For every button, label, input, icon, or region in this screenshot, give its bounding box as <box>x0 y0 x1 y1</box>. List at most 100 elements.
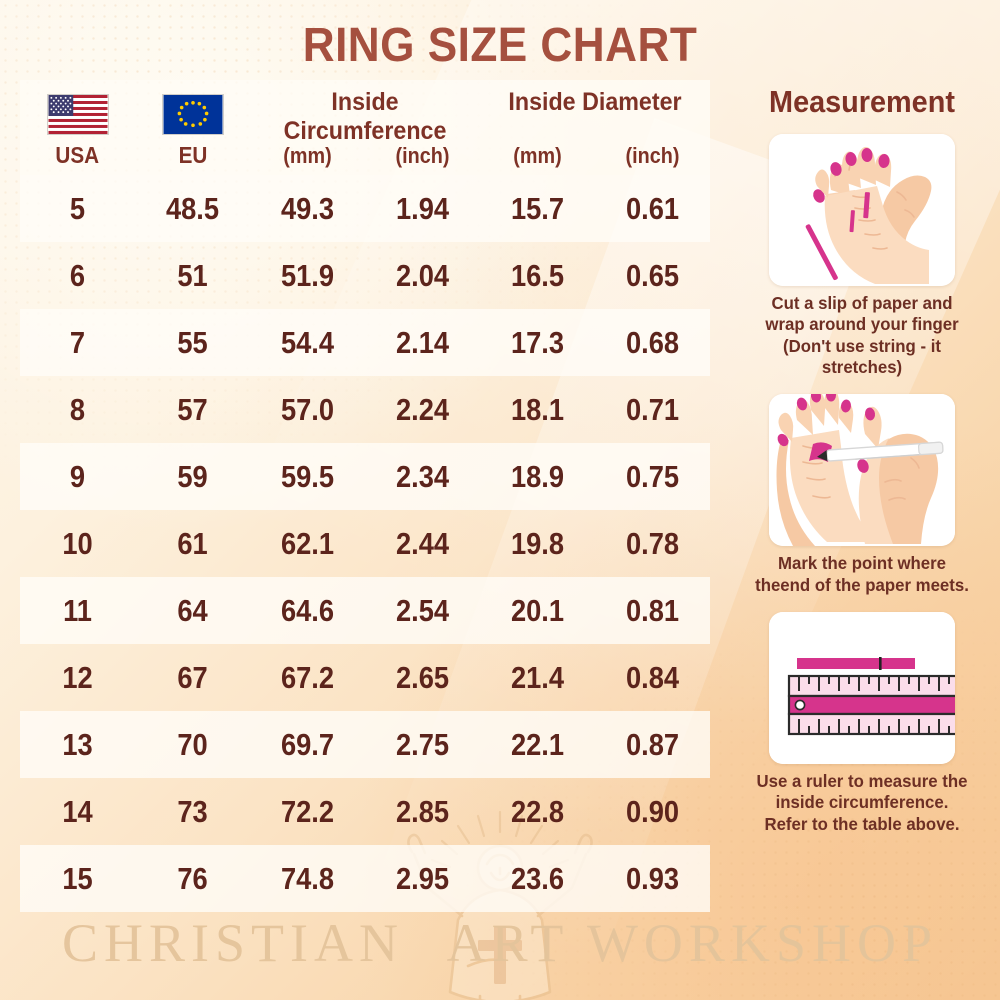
page-title: RING SIZE CHART <box>302 19 698 72</box>
cell-diam-inch: 0.81 <box>625 592 680 628</box>
cell-diam-mm: 22.8 <box>510 793 565 829</box>
cell-diam-inch: 0.71 <box>625 391 680 427</box>
cell-diam-inch: 0.93 <box>625 860 680 896</box>
cell-usa: 9 <box>69 458 86 494</box>
ruler-measuring-paper-illustration <box>769 612 955 765</box>
cell-circ-mm: 54.4 <box>280 324 335 360</box>
cell-diam-inch: 0.75 <box>625 458 680 494</box>
header-circumference-mm: (mm) <box>283 143 332 168</box>
cell-diam-inch: 0.78 <box>625 525 680 561</box>
cell-usa: 13 <box>62 726 93 762</box>
caption-line: theend of the paper meets. <box>755 574 969 595</box>
measurement-title: Measurement <box>769 84 955 119</box>
cell-diam-mm: 18.1 <box>510 391 565 427</box>
caption-line: Refer to the table above. <box>764 813 960 834</box>
header-eu: EU <box>135 94 250 169</box>
eu-flag-icon <box>161 94 224 135</box>
cell-usa: 6 <box>69 257 86 293</box>
cell-usa: 14 <box>62 793 93 829</box>
caption-line: (Don't use string - it stretches) <box>782 335 941 378</box>
cell-circ-inch: 1.94 <box>395 190 450 226</box>
cell-diam-mm: 21.4 <box>510 659 565 695</box>
cell-diam-inch: 0.90 <box>625 793 680 829</box>
cell-usa: 7 <box>69 324 86 360</box>
header-eu-label: EU <box>178 142 207 168</box>
cell-circ-inch: 2.24 <box>395 391 450 427</box>
table-row: 6 51 51.9 2.04 16.5 0.65 <box>20 242 710 309</box>
cell-diam-mm: 18.9 <box>510 458 565 494</box>
cell-diam-mm: 22.1 <box>510 726 565 762</box>
cell-eu: 57 <box>177 391 208 427</box>
header-diameter-inch: (inch) <box>625 143 680 168</box>
table-row: 10 61 62.1 2.44 19.8 0.78 <box>20 510 710 577</box>
cell-circ-mm: 67.2 <box>280 659 335 695</box>
header-usa-label: USA <box>55 142 100 168</box>
table-row: 9 59 59.5 2.34 18.9 0.75 <box>20 443 710 510</box>
cell-usa: 10 <box>62 525 93 561</box>
cell-circ-inch: 2.54 <box>395 592 450 628</box>
cell-diam-mm: 17.3 <box>510 324 565 360</box>
table-row: 13 70 69.7 2.75 22.1 0.87 <box>20 711 710 778</box>
table-row: 7 55 54.4 2.14 17.3 0.68 <box>20 309 710 376</box>
cell-circ-mm: 74.8 <box>280 860 335 896</box>
cell-circ-inch: 2.85 <box>395 793 450 829</box>
measurement-step-1: Cut a slip of paper and wrap around your… <box>728 134 996 378</box>
cell-diam-mm: 20.1 <box>510 592 565 628</box>
cell-circ-mm: 49.3 <box>280 190 335 226</box>
cell-circ-mm: 72.2 <box>280 793 335 829</box>
cell-circ-mm: 64.6 <box>280 592 335 628</box>
caption-line: wrap around your finger <box>765 314 959 335</box>
cell-circ-mm: 62.1 <box>280 525 335 561</box>
cell-diam-mm: 15.7 <box>510 190 565 226</box>
cell-circ-inch: 2.75 <box>395 726 450 762</box>
table-row: 15 76 74.8 2.95 23.6 0.93 <box>20 845 710 912</box>
cell-circ-inch: 2.34 <box>395 458 450 494</box>
cell-eu: 51 <box>177 257 208 293</box>
cell-eu: 73 <box>177 793 208 829</box>
header-circumference-inch: (inch) <box>395 143 450 168</box>
cell-diam-inch: 0.87 <box>625 726 680 762</box>
cell-circ-mm: 51.9 <box>280 257 335 293</box>
caption-line: Use a ruler to measure the <box>756 771 968 792</box>
cell-diam-inch: 0.65 <box>625 257 680 293</box>
cell-usa: 8 <box>69 391 86 427</box>
table-row: 8 57 57.0 2.24 18.1 0.71 <box>20 376 710 443</box>
caption-line: inside circumference. <box>775 792 949 813</box>
measurement-step-1-caption: Cut a slip of paper and wrap around your… <box>741 293 983 378</box>
cell-eu: 59 <box>177 458 208 494</box>
ring-size-table: USA <box>20 80 710 912</box>
cell-circ-mm: 59.5 <box>280 458 335 494</box>
cell-usa: 5 <box>69 190 86 226</box>
table-row: 11 64 64.6 2.54 20.1 0.81 <box>20 577 710 644</box>
hand-with-paper-slip-illustration <box>769 134 955 286</box>
measurement-step-3: Use a ruler to measure the inside circum… <box>728 612 996 835</box>
cell-circ-inch: 2.14 <box>395 324 450 360</box>
cell-eu: 61 <box>177 525 208 561</box>
measurement-panel: Measurement <box>728 84 996 851</box>
cell-eu: 48.5 <box>165 190 220 226</box>
cell-eu: 70 <box>177 726 208 762</box>
caption-line: Mark the point where <box>777 553 947 574</box>
cell-circ-inch: 2.44 <box>395 525 450 561</box>
header-usa: USA <box>20 94 135 169</box>
cell-circ-inch: 2.04 <box>395 257 450 293</box>
cell-eu: 67 <box>177 659 208 695</box>
table-row: 12 67 67.2 2.65 21.4 0.84 <box>20 644 710 711</box>
cell-circ-mm: 69.7 <box>280 726 335 762</box>
cell-usa: 11 <box>63 592 92 628</box>
caption-line: Cut a slip of paper and <box>771 293 953 313</box>
cell-usa: 12 <box>62 659 93 695</box>
table-row: 5 48.5 49.3 1.94 15.7 0.61 <box>20 175 710 242</box>
measurement-step-2-caption: Mark the point where theend of the paper… <box>741 553 983 596</box>
hands-marking-paper-illustration <box>769 394 955 547</box>
table-row: 14 73 72.2 2.85 22.8 0.90 <box>20 778 710 845</box>
cell-diam-inch: 0.84 <box>625 659 680 695</box>
cell-diam-mm: 23.6 <box>510 860 565 896</box>
usa-flag-icon <box>46 94 109 135</box>
table-header-row: USA <box>20 80 710 175</box>
cell-eu: 55 <box>177 324 208 360</box>
cell-diam-inch: 0.61 <box>625 190 680 226</box>
measurement-step-3-caption: Use a ruler to measure the inside circum… <box>741 771 983 835</box>
cell-circ-inch: 2.65 <box>395 659 450 695</box>
